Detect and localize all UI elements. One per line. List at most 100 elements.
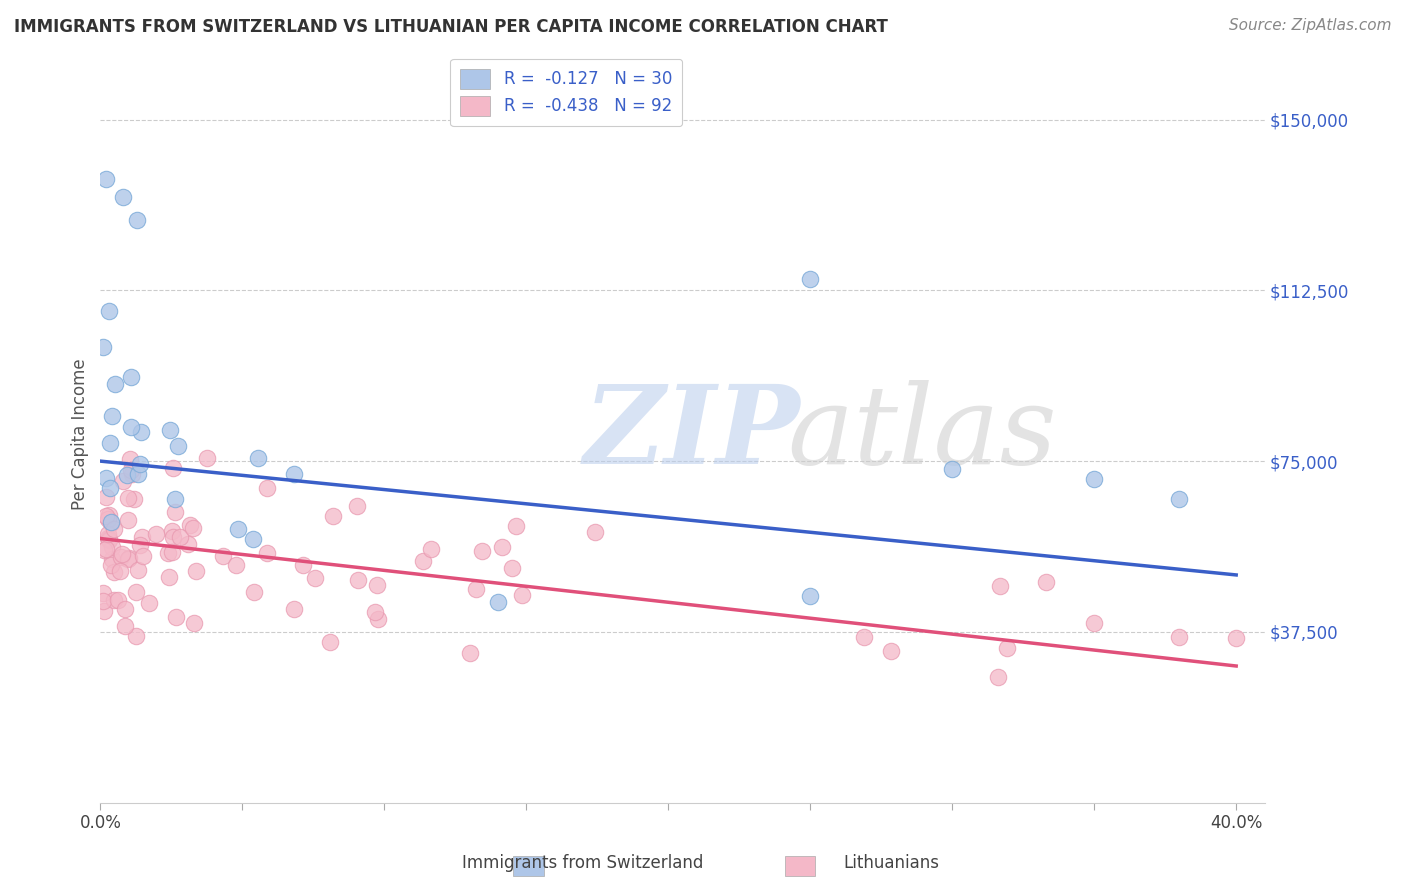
Point <box>997 641 1019 656</box>
Point <box>93 604 115 618</box>
Point <box>583 525 606 540</box>
Point <box>129 425 152 440</box>
Point <box>91 586 114 600</box>
Point <box>127 467 149 481</box>
Point <box>96 542 118 557</box>
Point <box>97 527 120 541</box>
Point <box>853 630 876 644</box>
Point <box>1168 491 1191 506</box>
Text: ZIP: ZIP <box>583 380 800 488</box>
Point <box>256 546 278 560</box>
Point <box>101 540 124 554</box>
Point <box>129 538 152 552</box>
Point <box>97 533 120 547</box>
Point <box>94 509 117 524</box>
Point <box>121 467 143 482</box>
Point <box>111 548 134 562</box>
Point <box>364 606 387 620</box>
Y-axis label: Per Capita Income: Per Capita Income <box>72 358 89 509</box>
Point <box>367 612 389 626</box>
Point <box>1083 472 1105 486</box>
Point <box>799 589 821 603</box>
Point <box>346 499 368 513</box>
Point <box>195 451 218 466</box>
Point <box>131 530 153 544</box>
Point <box>120 451 142 466</box>
Point <box>98 435 121 450</box>
Point <box>162 461 184 475</box>
Point <box>98 481 121 495</box>
Point <box>420 541 443 556</box>
Text: IMMIGRANTS FROM SWITZERLAND VS LITHUANIAN PER CAPITA INCOME CORRELATION CHART: IMMIGRANTS FROM SWITZERLAND VS LITHUANIA… <box>14 18 889 36</box>
Point <box>880 644 903 658</box>
Point <box>91 340 114 354</box>
Point <box>125 629 148 643</box>
Point <box>465 582 488 596</box>
Point <box>322 508 344 523</box>
Point <box>246 450 269 465</box>
Point <box>799 272 821 286</box>
Point <box>181 521 204 535</box>
Point <box>212 549 235 564</box>
Point <box>103 376 125 391</box>
Point <box>120 462 142 476</box>
Point <box>167 440 190 454</box>
Point <box>505 519 527 533</box>
Point <box>162 545 184 559</box>
Text: Lithuanians: Lithuanians <box>844 855 939 872</box>
Point <box>1083 615 1105 630</box>
Point <box>292 558 315 573</box>
Point <box>101 552 124 566</box>
Point <box>1225 632 1247 646</box>
Point <box>283 467 305 481</box>
Point <box>243 585 266 599</box>
Point <box>103 566 125 580</box>
Point <box>319 635 342 649</box>
Point <box>96 511 118 525</box>
Point <box>256 481 278 495</box>
Point <box>114 619 136 633</box>
Point <box>366 577 388 591</box>
Point <box>110 564 132 578</box>
Point <box>283 601 305 615</box>
Point <box>127 563 149 577</box>
Point <box>987 670 1010 684</box>
Point <box>225 558 247 573</box>
Point <box>100 409 122 423</box>
Point <box>100 558 122 573</box>
Point <box>486 595 509 609</box>
Point <box>112 190 135 204</box>
Text: Immigrants from Switzerland: Immigrants from Switzerland <box>461 855 703 872</box>
Point <box>458 646 481 660</box>
Point <box>107 593 129 607</box>
Point <box>120 420 142 434</box>
Point <box>93 542 115 557</box>
Point <box>129 458 152 472</box>
Point <box>162 524 184 538</box>
Point <box>115 467 138 482</box>
Point <box>491 540 513 554</box>
Point <box>169 530 191 544</box>
Point <box>97 531 120 545</box>
Point <box>94 171 117 186</box>
Point <box>114 602 136 616</box>
Point <box>145 526 167 541</box>
Text: Source: ZipAtlas.com: Source: ZipAtlas.com <box>1229 18 1392 33</box>
Point <box>163 492 186 507</box>
Point <box>347 573 370 587</box>
Point <box>138 596 160 610</box>
Point <box>117 491 139 505</box>
Point <box>471 544 494 558</box>
Point <box>228 522 250 536</box>
Point <box>112 474 135 488</box>
Legend: R =  -0.127   N = 30, R =  -0.438   N = 92: R = -0.127 N = 30, R = -0.438 N = 92 <box>450 59 682 126</box>
Point <box>501 560 523 574</box>
Point <box>179 518 201 533</box>
Point <box>510 588 533 602</box>
Point <box>100 515 122 529</box>
Point <box>1035 574 1057 589</box>
Point <box>110 549 132 564</box>
Point <box>157 570 180 584</box>
Point <box>97 508 120 522</box>
Point <box>125 585 148 599</box>
